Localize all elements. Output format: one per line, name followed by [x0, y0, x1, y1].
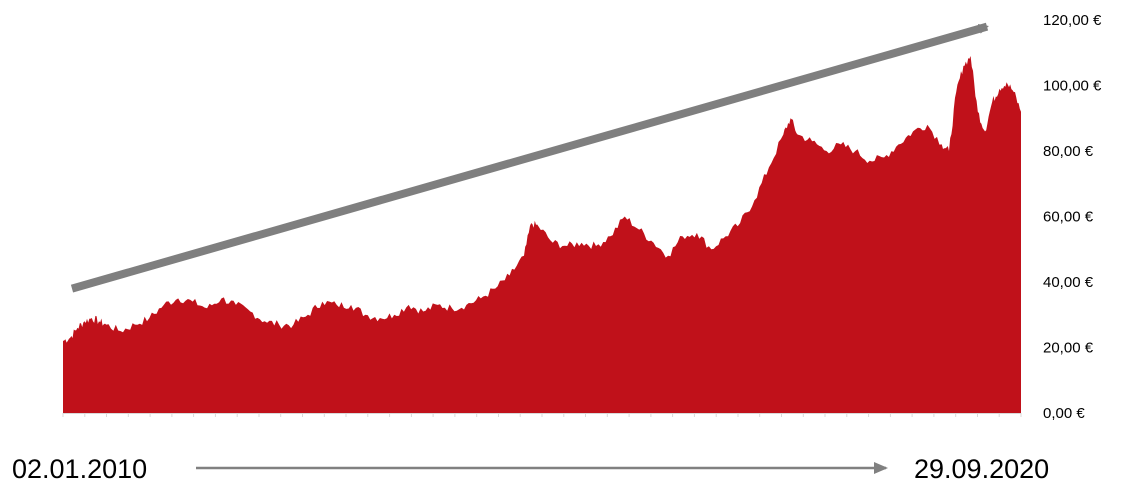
y-tick-label: 80,00 €: [1043, 143, 1094, 160]
trend-arrow-layer: [70, 22, 989, 293]
price-area: [63, 56, 1021, 413]
y-tick-label: 100,00 €: [1043, 78, 1102, 95]
start-date-label: 02.01.2010: [12, 454, 147, 481]
x-axis-layer: [62, 413, 1022, 417]
price-area-layer: [63, 56, 1021, 413]
y-tick-label: 20,00 €: [1043, 340, 1094, 357]
trend-arrow: [70, 22, 989, 293]
y-tick-label: 0,00 €: [1043, 405, 1085, 422]
end-date-label: 29.09.2020: [914, 454, 1049, 481]
y-tick-labels: 0,00 € 20,00 € 40,00 € 60,00 € 80,00 € 100,00…: [1043, 12, 1102, 422]
y-tick-label: 40,00 €: [1043, 274, 1094, 291]
y-tick-label: 60,00 €: [1043, 209, 1094, 226]
y-tick-label: 120,00 €: [1043, 12, 1102, 29]
